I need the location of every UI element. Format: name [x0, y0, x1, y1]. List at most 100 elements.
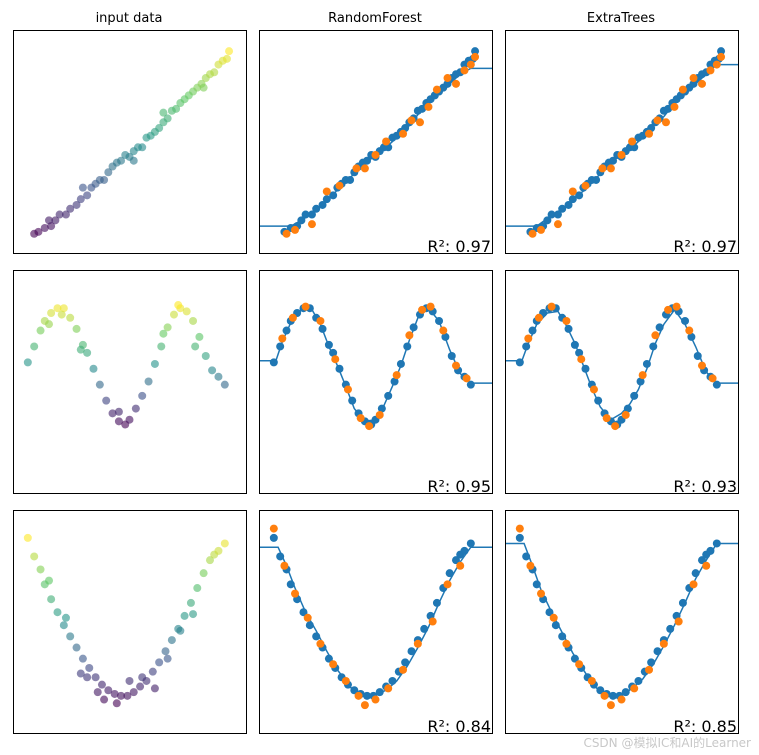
panel-r2-c1: R²: 0.84	[259, 510, 493, 736]
input-point-5	[53, 608, 62, 617]
actual-point-31	[706, 546, 715, 555]
sample-point-15	[697, 79, 706, 88]
actual-point-5	[553, 210, 562, 219]
sample-point-13	[428, 617, 437, 626]
actual-point-32	[466, 380, 475, 389]
actual-point-32	[466, 539, 475, 548]
panel-r0-c2: R²: 0.97	[505, 30, 739, 256]
input-point-22	[157, 342, 166, 351]
input-point-8	[76, 195, 85, 204]
input-point-34	[61, 613, 70, 622]
input-point-37	[112, 699, 121, 708]
input-point-18	[136, 682, 145, 691]
sample-point-13	[439, 326, 448, 335]
sample-point-13	[432, 85, 441, 94]
sample-point-6	[602, 414, 611, 423]
sample-point-1	[291, 225, 300, 234]
sample-point-18	[717, 52, 726, 61]
input-point-21	[150, 359, 159, 368]
actual-point-3	[532, 580, 541, 589]
actual-point-1	[276, 342, 285, 351]
prediction-line	[505, 63, 738, 227]
input-point-0	[23, 358, 32, 367]
actual-point-22	[649, 342, 658, 351]
panel-plot-area	[505, 47, 738, 238]
input-point-10	[83, 348, 92, 357]
sample-point-7	[365, 422, 374, 431]
sample-point-0	[528, 229, 537, 238]
input-point-45	[45, 216, 54, 225]
input-point-6	[59, 621, 68, 630]
input-point-26	[182, 307, 191, 316]
sample-point-14	[451, 361, 460, 370]
sample-point-1	[537, 225, 546, 234]
input-point-14	[104, 168, 113, 177]
input-point-39	[174, 301, 183, 310]
input-point-24	[169, 310, 178, 319]
sample-point-6	[356, 414, 365, 423]
panel-frame	[259, 30, 493, 254]
actual-point-9	[324, 654, 333, 663]
sample-point-8	[621, 410, 630, 419]
input-point-40	[150, 684, 159, 693]
sample-point-4	[335, 181, 344, 190]
actual-point-23	[655, 323, 664, 332]
sample-point-14	[689, 74, 698, 83]
sample-point-0	[515, 524, 524, 533]
sample-point-14	[689, 580, 698, 589]
sample-point-11	[415, 118, 424, 127]
input-point-25	[180, 611, 189, 620]
actual-point-13	[346, 175, 355, 184]
input-point-21	[155, 658, 164, 667]
input-point-4	[47, 595, 56, 604]
actual-point-29	[697, 556, 706, 565]
input-point-10	[85, 663, 94, 672]
input-point-48	[159, 108, 168, 117]
input-point-1	[30, 342, 39, 351]
actual-point-8	[568, 195, 577, 204]
input-point-19	[138, 391, 147, 400]
panel-r0-c1: R²: 0.97	[259, 30, 493, 256]
sample-point-3	[303, 613, 312, 622]
panel-frame	[505, 270, 739, 494]
actual-point-5	[307, 210, 316, 219]
actual-point-9	[575, 191, 584, 200]
panel-plot-area	[505, 524, 738, 710]
panel-frame	[13, 30, 247, 254]
actual-point-29	[447, 352, 456, 361]
actual-point-9	[570, 340, 579, 349]
actual-point-32	[712, 539, 721, 548]
sample-point-5	[343, 385, 352, 394]
actual-point-13	[348, 396, 357, 405]
actual-point-0	[269, 358, 278, 367]
actual-point-21	[647, 658, 656, 667]
sample-point-12	[670, 102, 679, 111]
input-point-7	[72, 200, 81, 209]
sample-point-4	[316, 639, 325, 648]
actual-point-28	[441, 332, 450, 341]
sample-point-1	[526, 561, 535, 570]
panel-r1-c2: R²: 0.93	[505, 270, 739, 496]
actual-point-21	[396, 359, 405, 368]
actual-point-26	[678, 598, 687, 607]
input-point-12	[97, 680, 106, 689]
sample-point-2	[301, 302, 310, 311]
sample-point-14	[697, 361, 706, 370]
input-point-38	[57, 310, 66, 319]
actual-point-22	[407, 647, 416, 656]
sample-point-3	[322, 187, 331, 196]
input-point-35	[114, 407, 123, 416]
actual-point-24	[420, 624, 429, 633]
actual-point-6	[551, 621, 560, 630]
actual-point-10	[329, 348, 338, 357]
actual-point-6	[312, 204, 321, 213]
input-point-6	[59, 304, 68, 313]
actual-point-11	[581, 364, 590, 373]
sample-point-6	[587, 676, 596, 685]
sample-point-2	[291, 589, 300, 598]
score-label: R²: 0.97	[427, 237, 491, 256]
sample-point-17	[466, 60, 475, 69]
sample-point-3	[549, 613, 558, 622]
sample-point-4	[577, 355, 586, 364]
sample-point-12	[413, 639, 422, 648]
